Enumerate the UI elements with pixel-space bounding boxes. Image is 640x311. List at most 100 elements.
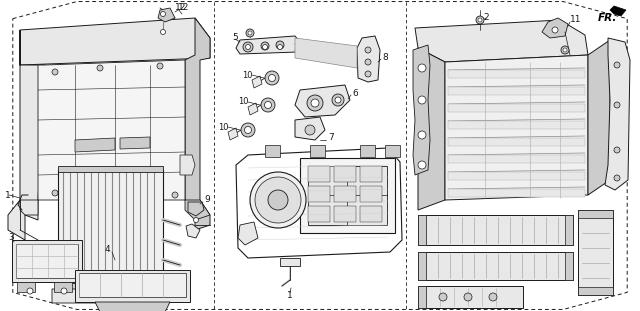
Polygon shape bbox=[20, 200, 38, 215]
Bar bbox=[308, 166, 387, 225]
Bar bbox=[12, 240, 82, 282]
Circle shape bbox=[365, 71, 371, 77]
Circle shape bbox=[476, 16, 484, 24]
Circle shape bbox=[246, 44, 250, 49]
Bar bbox=[448, 87, 585, 95]
Bar bbox=[310, 145, 325, 157]
Circle shape bbox=[172, 192, 178, 198]
Circle shape bbox=[261, 98, 275, 112]
Bar bbox=[448, 189, 585, 197]
Circle shape bbox=[489, 293, 497, 301]
Circle shape bbox=[264, 101, 271, 109]
Circle shape bbox=[614, 147, 620, 153]
Circle shape bbox=[418, 161, 426, 169]
Polygon shape bbox=[8, 30, 45, 240]
Circle shape bbox=[418, 131, 426, 139]
Bar bbox=[578, 210, 613, 218]
Bar bbox=[448, 172, 585, 180]
Bar bbox=[79, 273, 186, 297]
Circle shape bbox=[161, 12, 166, 16]
Text: 8: 8 bbox=[382, 53, 388, 62]
Circle shape bbox=[269, 75, 275, 81]
Text: FR.: FR. bbox=[598, 13, 618, 23]
Bar bbox=[334, 186, 356, 202]
Polygon shape bbox=[260, 182, 296, 208]
Text: 12: 12 bbox=[178, 3, 189, 12]
Text: 1: 1 bbox=[5, 191, 11, 199]
Circle shape bbox=[243, 42, 253, 52]
Text: 5: 5 bbox=[232, 34, 237, 43]
Bar bbox=[418, 286, 426, 308]
Polygon shape bbox=[248, 103, 258, 115]
Circle shape bbox=[265, 71, 279, 85]
Bar bbox=[565, 252, 573, 280]
Text: 2: 2 bbox=[483, 13, 488, 22]
Circle shape bbox=[161, 30, 166, 35]
Polygon shape bbox=[605, 38, 630, 190]
Circle shape bbox=[305, 125, 315, 135]
Bar bbox=[54, 282, 72, 292]
Circle shape bbox=[52, 69, 58, 75]
Bar bbox=[360, 206, 382, 222]
Text: 6: 6 bbox=[352, 89, 358, 98]
Bar bbox=[360, 145, 375, 157]
Bar bbox=[418, 215, 426, 245]
Text: 12: 12 bbox=[175, 3, 186, 12]
Circle shape bbox=[464, 293, 472, 301]
Circle shape bbox=[365, 47, 371, 53]
Circle shape bbox=[276, 41, 284, 49]
Bar bbox=[16, 244, 78, 278]
Polygon shape bbox=[610, 6, 626, 16]
Polygon shape bbox=[95, 302, 170, 311]
Circle shape bbox=[614, 62, 620, 68]
Polygon shape bbox=[186, 224, 200, 238]
Polygon shape bbox=[252, 76, 262, 88]
Bar bbox=[578, 287, 613, 295]
Bar bbox=[448, 155, 585, 163]
Polygon shape bbox=[158, 8, 175, 22]
Circle shape bbox=[614, 175, 620, 181]
Circle shape bbox=[261, 42, 269, 50]
Text: 10: 10 bbox=[218, 123, 228, 132]
Bar bbox=[334, 166, 356, 182]
Text: 11: 11 bbox=[570, 16, 582, 25]
Bar bbox=[360, 166, 382, 182]
Circle shape bbox=[332, 94, 344, 106]
Circle shape bbox=[52, 190, 58, 196]
Bar bbox=[448, 138, 585, 146]
Bar bbox=[385, 145, 400, 157]
Polygon shape bbox=[188, 202, 204, 216]
Circle shape bbox=[418, 64, 426, 72]
Bar bbox=[58, 283, 163, 289]
Bar bbox=[448, 121, 585, 129]
Polygon shape bbox=[418, 48, 445, 210]
Bar bbox=[565, 215, 573, 245]
Polygon shape bbox=[52, 289, 168, 303]
Polygon shape bbox=[542, 18, 568, 38]
Bar bbox=[448, 104, 585, 112]
Bar bbox=[58, 166, 163, 172]
Polygon shape bbox=[415, 20, 588, 62]
Polygon shape bbox=[180, 155, 195, 175]
Circle shape bbox=[278, 44, 282, 49]
Circle shape bbox=[439, 293, 447, 301]
Circle shape bbox=[248, 31, 252, 35]
Bar bbox=[578, 210, 613, 295]
Circle shape bbox=[244, 127, 252, 133]
Polygon shape bbox=[185, 18, 210, 230]
Bar bbox=[418, 286, 523, 308]
Circle shape bbox=[307, 95, 323, 111]
Circle shape bbox=[246, 29, 254, 37]
Circle shape bbox=[193, 217, 198, 222]
Circle shape bbox=[255, 177, 301, 223]
Circle shape bbox=[157, 63, 163, 69]
Text: 10: 10 bbox=[238, 98, 248, 106]
Polygon shape bbox=[238, 222, 258, 245]
Polygon shape bbox=[228, 128, 238, 140]
Polygon shape bbox=[588, 40, 610, 195]
Polygon shape bbox=[75, 138, 115, 152]
Bar bbox=[448, 70, 585, 78]
Circle shape bbox=[241, 123, 255, 137]
Bar bbox=[308, 166, 330, 182]
Bar bbox=[75, 270, 190, 302]
